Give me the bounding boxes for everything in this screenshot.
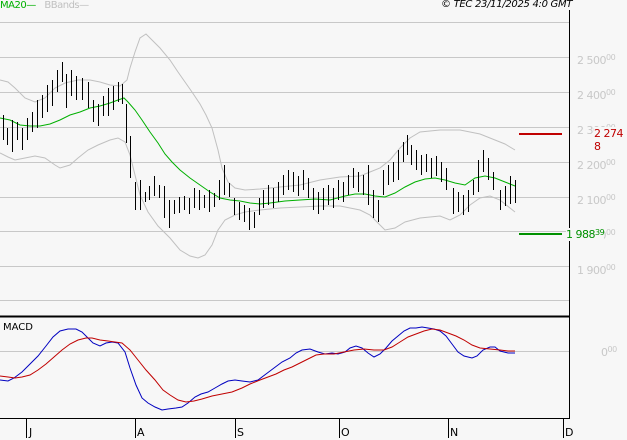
month-label-d: D xyxy=(565,426,574,439)
legend-bbands-label: BBands xyxy=(44,0,80,11)
price-gridlines xyxy=(0,22,569,301)
macd-title: MACD xyxy=(3,322,33,333)
month-label-a: A xyxy=(137,426,145,439)
bollinger-bands xyxy=(0,33,516,259)
price-label-2400: 2 40000 xyxy=(577,88,616,102)
chart-legend: MA20— BBands— xyxy=(0,0,89,11)
legend-ma20: MA20— xyxy=(0,0,36,11)
legend-bbands: BBands— xyxy=(44,0,89,11)
macd-signal-line xyxy=(0,328,515,403)
month-label-o: O xyxy=(341,426,350,439)
copyright-timestamp: © TEC 23/11/2025 4:0 GMT xyxy=(441,0,573,10)
macd-line xyxy=(0,326,515,411)
price-label-1900: 1 90000 xyxy=(577,263,616,277)
ma20-line xyxy=(0,97,516,205)
price-bars xyxy=(3,62,516,230)
time-axis-ticks xyxy=(26,419,564,438)
price-label-2200: 2 20000 xyxy=(577,158,616,172)
support-value-label: 1 98839 xyxy=(566,228,605,241)
price-label-2500: 2 50000 xyxy=(577,53,616,67)
legend-ma20-swatch: — xyxy=(26,0,36,11)
legend-ma20-label: MA20 xyxy=(0,0,27,11)
legend-bbands-swatch: — xyxy=(79,0,89,11)
month-label-j: J xyxy=(29,426,33,439)
macd-zero-label: 000 xyxy=(601,345,617,359)
resistance-value-label: 2 274 8 xyxy=(594,127,627,153)
price-label-2100: 2 10000 xyxy=(577,193,616,207)
month-label-s: S xyxy=(237,426,244,439)
month-label-n: N xyxy=(450,426,459,439)
